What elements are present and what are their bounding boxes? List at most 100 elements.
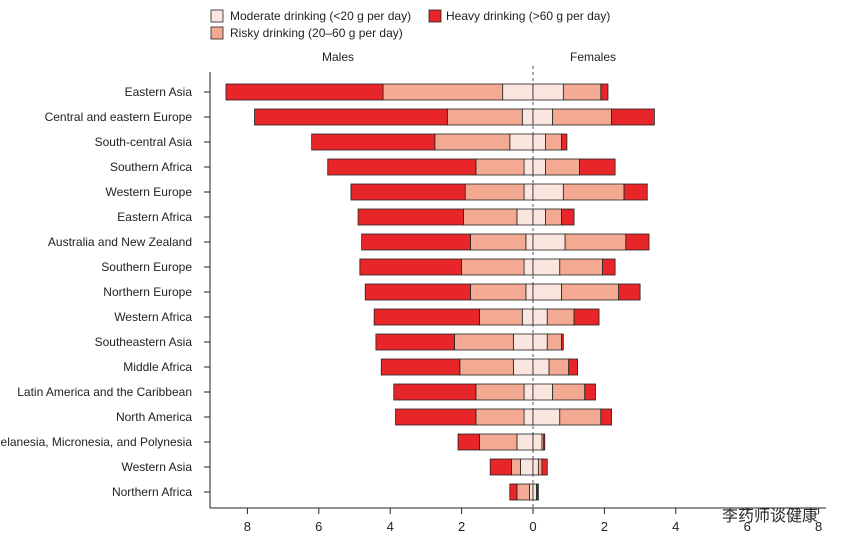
bar-males-risky-western-europe bbox=[464, 183, 525, 201]
category-label-north-america: North America bbox=[116, 410, 192, 424]
bar-females-moderate-southern-europe bbox=[532, 258, 561, 276]
category-label-south-central-asia: South-central Asia bbox=[95, 135, 193, 149]
bar-males-moderate-south-central-asia bbox=[509, 133, 534, 151]
bar-females-risky-north-america bbox=[559, 408, 602, 426]
bar-males-moderate-latin-america-and-the-caribbean bbox=[523, 383, 534, 401]
x-tick-label: 6 bbox=[315, 519, 322, 534]
bar-females-heavy-eastern-asia bbox=[600, 83, 609, 101]
bar-males-risky-middle-africa bbox=[459, 358, 514, 376]
legend-swatch-risky bbox=[210, 26, 224, 40]
bar-females-risky-southern-africa bbox=[545, 158, 580, 176]
bar-females-moderate-latin-america-and-the-caribbean bbox=[532, 383, 554, 401]
bar-females-moderate-eastern-asia bbox=[532, 83, 564, 101]
category-label-northern-africa: Northern Africa bbox=[112, 485, 192, 499]
bar-males-heavy-south-central-asia bbox=[311, 133, 436, 151]
bar-males-moderate-central-and-eastern-europe bbox=[521, 108, 534, 126]
bar-females-moderate-western-europe bbox=[532, 183, 564, 201]
category-label-eastern-asia: Eastern Asia bbox=[125, 85, 193, 99]
legend-label-moderate: Moderate drinking (<20 g per day) bbox=[230, 9, 411, 23]
category-label-eastern-africa: Eastern Africa bbox=[117, 210, 192, 224]
bar-females-heavy-south-central-asia bbox=[561, 133, 568, 151]
bar-females-heavy-north-america bbox=[600, 408, 612, 426]
category-labels: Eastern Asia Central and eastern Europe So… bbox=[0, 85, 210, 499]
bar-males-moderate-north-america bbox=[523, 408, 534, 426]
bar-males-heavy-northern-africa bbox=[509, 483, 518, 501]
bar-females-moderate-northern-africa bbox=[532, 483, 537, 501]
legend-label-heavy: Heavy drinking (>60 g per day) bbox=[446, 9, 610, 23]
bar-males-heavy-central-and-eastern-europe bbox=[254, 108, 448, 126]
bar-males-moderate-northern-africa bbox=[529, 483, 534, 501]
side-title-males: Males bbox=[322, 50, 354, 64]
bar-males-risky-northern-africa bbox=[516, 483, 530, 501]
bar-males-heavy-australia-and-new-zealand bbox=[361, 233, 471, 251]
bar-males-risky-central-and-eastern-europe bbox=[446, 108, 523, 126]
bar-males-heavy-western-europe bbox=[350, 183, 466, 201]
x-axis-ticks: 8 6 4 2 0 2 4 6 8 bbox=[244, 508, 822, 534]
bar-females-risky-northern-europe bbox=[561, 283, 620, 301]
bar-males-risky-eastern-asia bbox=[382, 83, 504, 101]
bar-females-heavy-western-europe bbox=[623, 183, 648, 201]
bar-males-risky-latin-america-and-the-caribbean bbox=[475, 383, 525, 401]
bar-males-risky-southern-europe bbox=[461, 258, 525, 276]
bar-males-heavy-middle-africa bbox=[380, 358, 461, 376]
bar-males-heavy-southern-africa bbox=[327, 158, 477, 176]
bar-females-risky-southern-europe bbox=[559, 258, 604, 276]
category-label-southeastern-asia: Southeastern Asia bbox=[95, 335, 193, 349]
x-tick-label: 6 bbox=[744, 519, 751, 534]
bar-males-risky-eastern-africa bbox=[462, 208, 518, 226]
bar-females-moderate-south-central-asia bbox=[532, 133, 546, 151]
bar-females-heavy-melanesia-micronesia-and-polynesia bbox=[543, 433, 546, 451]
bar-males-moderate-southern-europe bbox=[523, 258, 534, 276]
category-label-western-europe: Western Europe bbox=[106, 185, 193, 199]
bar-males-moderate-middle-africa bbox=[512, 358, 534, 376]
bar-females-moderate-western-asia bbox=[532, 458, 539, 476]
bar-females-moderate-north-america bbox=[532, 408, 561, 426]
bar-males-risky-southern-africa bbox=[475, 158, 525, 176]
bar-males-moderate-western-europe bbox=[523, 183, 534, 201]
bar-females-moderate-northern-europe bbox=[532, 283, 562, 301]
bar-males-heavy-western-africa bbox=[373, 308, 480, 326]
x-tick-label: 4 bbox=[387, 519, 394, 534]
bar-females-heavy-latin-america-and-the-caribbean bbox=[584, 383, 596, 401]
bar-females-risky-south-central-asia bbox=[545, 133, 562, 151]
category-label-middle-africa: Middle Africa bbox=[123, 360, 192, 374]
bar-females-moderate-eastern-africa bbox=[532, 208, 546, 226]
bar-males-risky-western-africa bbox=[479, 308, 523, 326]
bar-males-moderate-southern-africa bbox=[523, 158, 534, 176]
side-title-females: Females bbox=[570, 50, 616, 64]
category-label-southern-europe: Southern Europe bbox=[101, 260, 192, 274]
bar-males-heavy-latin-america-and-the-caribbean bbox=[393, 383, 477, 401]
category-label-southern-africa: Southern Africa bbox=[110, 160, 192, 174]
bar-females-moderate-australia-and-new-zealand bbox=[532, 233, 566, 251]
category-label-latin-america-and-the-caribbean: Latin America and the Caribbean bbox=[17, 385, 192, 399]
bar-females-risky-latin-america-and-the-caribbean bbox=[552, 383, 586, 401]
bar-males-heavy-eastern-africa bbox=[357, 208, 464, 226]
bars-layer bbox=[225, 83, 655, 501]
bar-females-heavy-southern-africa bbox=[579, 158, 616, 176]
bar-males-risky-southeastern-asia bbox=[454, 333, 514, 351]
bar-males-risky-north-america bbox=[475, 408, 525, 426]
bar-females-moderate-western-africa bbox=[532, 308, 548, 326]
bar-females-heavy-southeastern-asia bbox=[561, 333, 564, 351]
bar-males-heavy-southern-europe bbox=[359, 258, 463, 276]
category-label-central-and-eastern-europe: Central and eastern Europe bbox=[45, 110, 193, 124]
bar-females-heavy-northern-europe bbox=[618, 283, 641, 301]
bar-females-moderate-melanesia-micronesia-and-polynesia bbox=[532, 433, 543, 451]
category-label-western-africa: Western Africa bbox=[114, 310, 192, 324]
bar-females-moderate-middle-africa bbox=[532, 358, 550, 376]
bar-females-risky-southeastern-asia bbox=[546, 333, 562, 351]
bar-males-risky-south-central-asia bbox=[434, 133, 511, 151]
bar-males-moderate-western-africa bbox=[521, 308, 534, 326]
bar-males-moderate-melanesia-micronesia-and-polynesia bbox=[516, 433, 534, 451]
category-label-western-asia: Western Asia bbox=[122, 460, 193, 474]
watermark-text: 李药师谈健康 bbox=[722, 506, 818, 525]
bar-females-heavy-western-asia bbox=[541, 458, 548, 476]
category-label-melanesia-micronesia-and-polynesia: Melanesia, Micronesia, and Polynesia bbox=[0, 435, 192, 449]
x-tick-label: 8 bbox=[244, 519, 251, 534]
bar-females-risky-australia-and-new-zealand bbox=[564, 233, 627, 251]
bar-males-moderate-eastern-africa bbox=[516, 208, 534, 226]
x-tick-label: 2 bbox=[458, 519, 465, 534]
legend-swatch-heavy bbox=[428, 9, 442, 23]
bar-females-risky-western-africa bbox=[546, 308, 575, 326]
